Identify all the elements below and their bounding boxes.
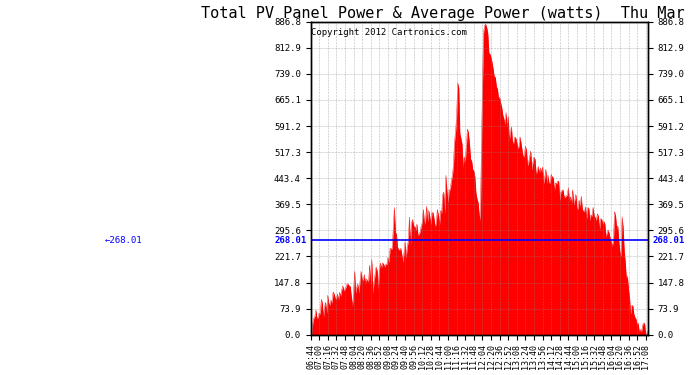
Title: Total PV Panel Power & Average Power (watts)  Thu Mar 1 17:18: Total PV Panel Power & Average Power (wa… bbox=[201, 6, 690, 21]
Text: ←268.01: ←268.01 bbox=[104, 236, 142, 244]
Text: 268.01: 268.01 bbox=[652, 236, 684, 244]
Text: Copyright 2012 Cartronics.com: Copyright 2012 Cartronics.com bbox=[311, 28, 467, 37]
Text: 268.01: 268.01 bbox=[274, 236, 306, 244]
